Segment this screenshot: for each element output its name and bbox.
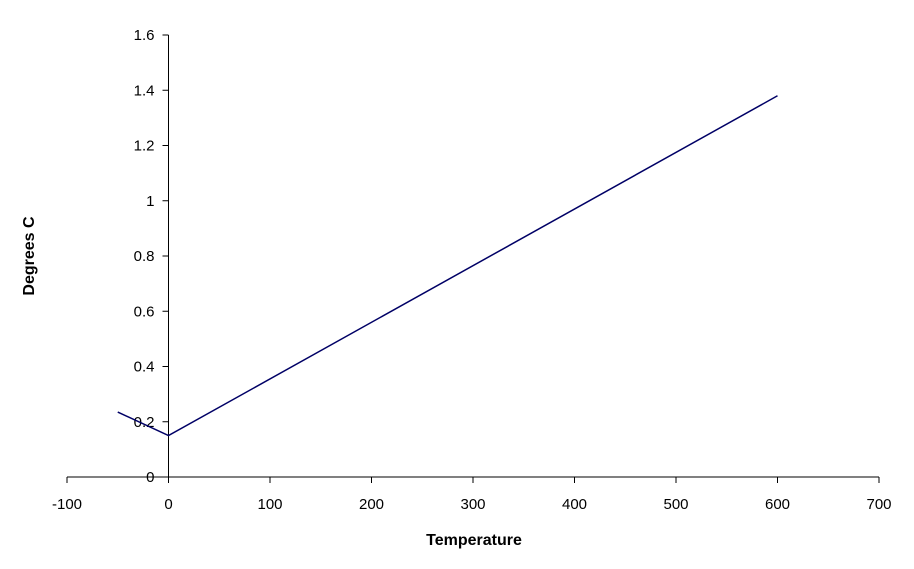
y-tick-label: 0.4: [134, 359, 155, 376]
y-tick-label: 1.4: [134, 82, 155, 99]
y-tick-label: 0.8: [134, 248, 155, 265]
y-tick-label: 0: [146, 469, 154, 486]
x-tick-label: 0: [164, 496, 172, 513]
series-layer: [117, 95, 778, 437]
x-tick-label: 500: [663, 496, 688, 513]
y-tick-label: 1.2: [134, 138, 155, 155]
x-axis-ticks: -100 0 100 200 300 400 500 600 700: [52, 477, 892, 513]
x-tick-label: 300: [460, 496, 485, 513]
series-line: [117, 95, 778, 437]
y-tick-label: 1.6: [134, 27, 155, 44]
y-axis-title: Degrees C: [21, 216, 38, 296]
axes: [67, 35, 879, 478]
x-axis-title: Temperature: [426, 532, 522, 549]
x-tick-label: 600: [765, 496, 790, 513]
y-axis-ticks: 00.20.40.60.811.21.41.6: [134, 27, 169, 486]
y-tick-label: 0.6: [134, 303, 155, 320]
y-tick-label: 1: [146, 193, 154, 210]
x-tick-label: 700: [866, 496, 891, 513]
x-tick-label: 400: [562, 496, 587, 513]
x-tick-label: 200: [359, 496, 384, 513]
x-tick-label: 100: [257, 496, 282, 513]
x-tick-label: -100: [52, 496, 82, 513]
